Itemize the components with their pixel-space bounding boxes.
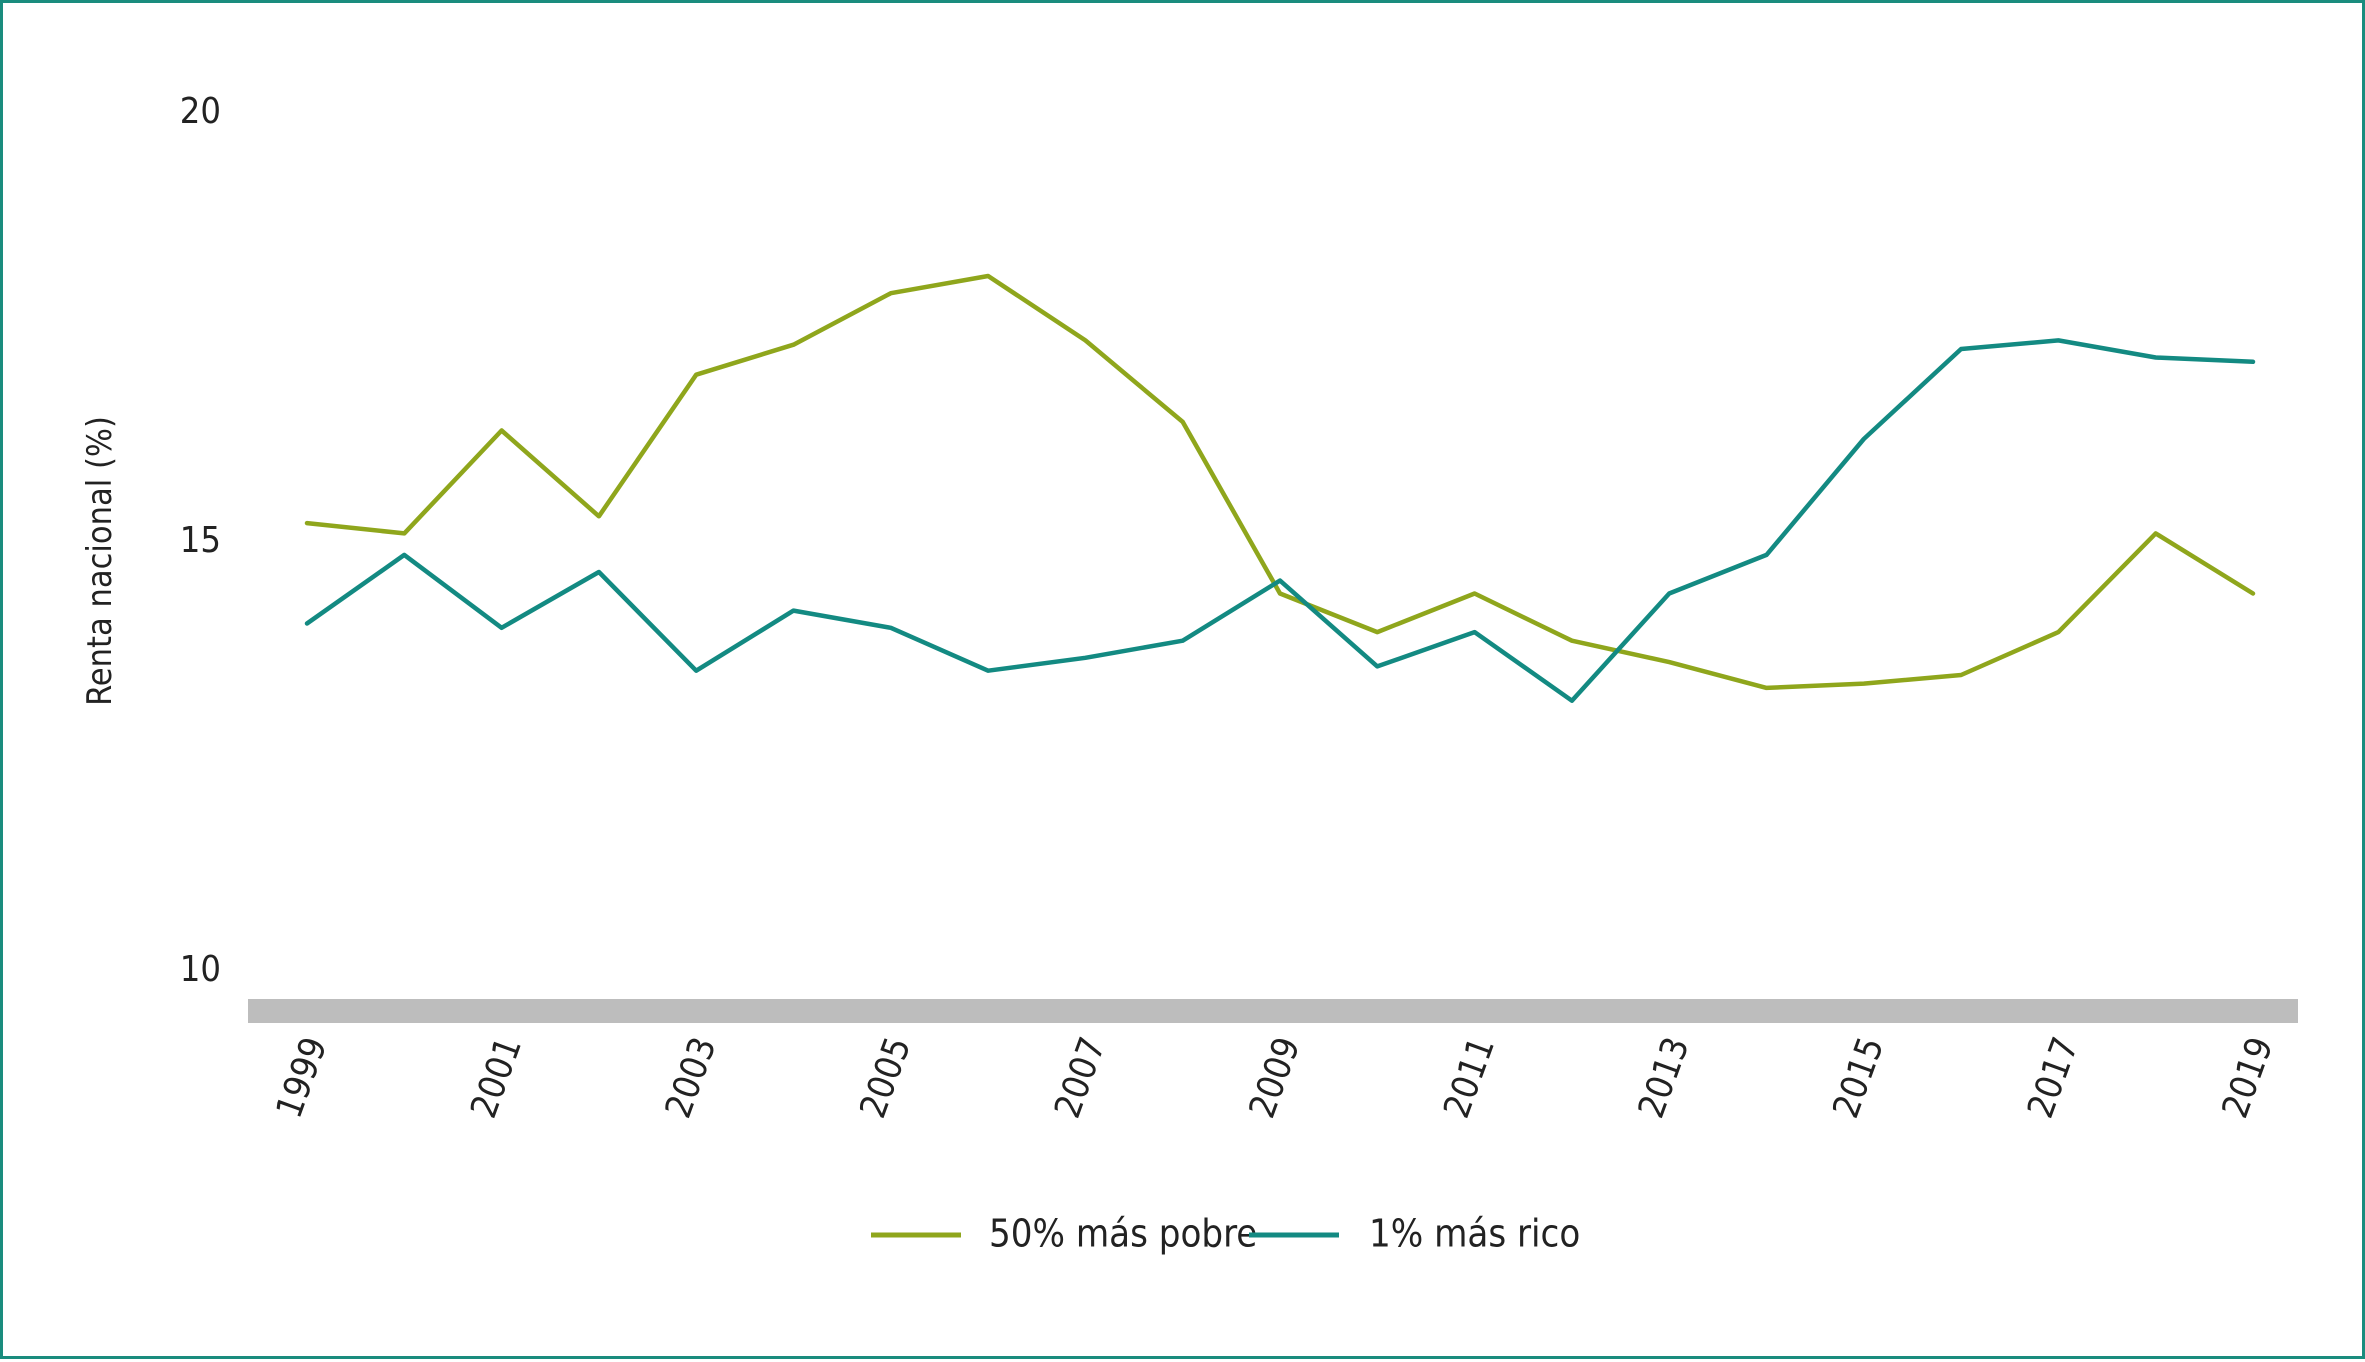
- x-tick-label: 2003: [658, 1032, 725, 1123]
- x-tick-label: 2005: [853, 1032, 920, 1123]
- y-tick-label: 10: [180, 949, 221, 990]
- series-line-poorest-50: [304, 273, 2256, 691]
- x-tick-label: 2011: [1436, 1032, 1503, 1123]
- x-axis-baseline: [248, 999, 2298, 1023]
- y-tick-label: 15: [180, 520, 221, 561]
- x-tick-label: 2009: [1242, 1032, 1309, 1123]
- x-tick-label: 1999: [269, 1032, 336, 1123]
- x-tick-label: 2017: [2020, 1032, 2087, 1123]
- legend-label: 50% más pobre: [989, 1212, 1257, 1256]
- x-tick-label: 2001: [463, 1032, 530, 1123]
- y-axis-title: Renta nacional (%): [80, 416, 120, 706]
- y-tick-label: 20: [180, 91, 221, 132]
- x-tick-label: 2007: [1047, 1032, 1114, 1123]
- x-tick-label: 2015: [1826, 1032, 1893, 1123]
- legend: 50% más pobre 1% más rico: [871, 1212, 1580, 1256]
- legend-label: 1% más rico: [1369, 1212, 1580, 1256]
- x-tick-label: 2019: [2215, 1032, 2282, 1123]
- x-tick-label: 2013: [1631, 1032, 1698, 1123]
- line-chart: 10 15 20 1999 2001 2003 2005 2007 2009 2011 2013 2…: [80, 91, 2298, 1256]
- series-line-richest-1: [304, 338, 2256, 703]
